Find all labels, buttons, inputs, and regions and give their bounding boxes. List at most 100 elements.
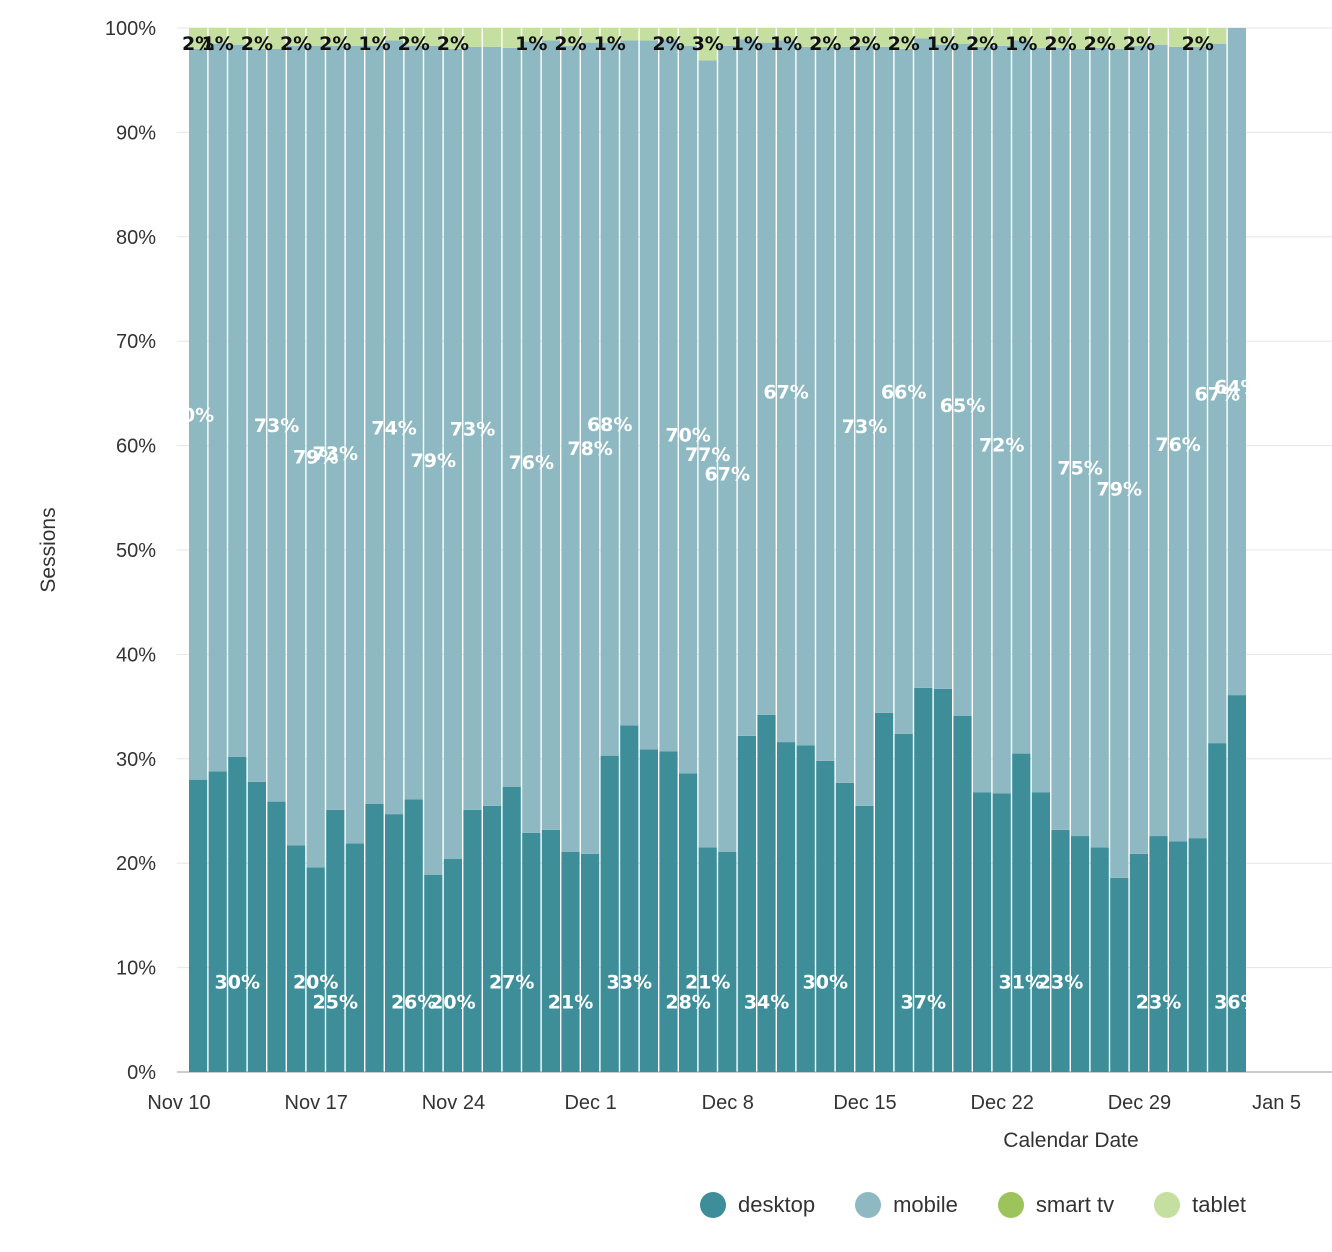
tablet-bar [679, 28, 698, 46]
tablet-bar [522, 28, 541, 42]
tablet-bar [1031, 28, 1050, 48]
desktop-bar [992, 793, 1011, 1072]
y-tick-label: 0% [127, 1062, 156, 1084]
mobile-data-label: 65% [940, 395, 985, 417]
desktop-data-label: 37% [901, 991, 946, 1013]
desktop-bar [189, 779, 208, 1072]
y-tick-label: 50% [116, 540, 156, 562]
tablet-data-label: 1% [1005, 33, 1037, 55]
y-axis-title: Sessions [37, 507, 60, 592]
y-tick-label: 20% [116, 853, 156, 875]
desktop-bar [679, 773, 698, 1072]
mobile-bar [1051, 47, 1070, 830]
tablet-bar [404, 28, 423, 46]
tablet-bar [1149, 28, 1168, 45]
tablet-data-label: 2% [554, 33, 586, 55]
mobile-bar [287, 45, 306, 846]
legend-item-smart-tv[interactable]: smart tv [997, 1192, 1114, 1218]
tablet-data-label: 1% [770, 33, 802, 55]
mobile-bar [894, 48, 913, 734]
tablet-data-label: 2% [398, 33, 430, 55]
mobile-data-label: 68% [587, 414, 632, 436]
desktop-bar [1051, 829, 1070, 1072]
desktop-bar [933, 688, 952, 1072]
tablet-data-label: 2% [652, 33, 684, 55]
x-tick-label: Jan 5 [1252, 1092, 1301, 1114]
tablet-data-label: 1% [594, 33, 626, 55]
x-tick-label: Dec 15 [833, 1092, 896, 1114]
x-tick-label: Nov 24 [422, 1092, 485, 1114]
tablet-bar [1012, 28, 1031, 41]
mobile-bar [992, 45, 1011, 794]
mobile-bar [914, 38, 933, 688]
tablet-bar [1110, 28, 1129, 49]
mobile-bar [737, 39, 756, 736]
mobile-bar [659, 39, 678, 752]
tablet-bar [639, 28, 658, 41]
desktop-bar [796, 745, 815, 1072]
desktop-data-label: 27% [489, 971, 534, 993]
mobile-bar [424, 45, 443, 875]
desktop-data-label: 23% [1038, 971, 1083, 993]
tablet-bar [561, 28, 580, 46]
mobile-data-label: 72% [979, 435, 1024, 457]
desktop-bar [894, 733, 913, 1072]
x-tick-label: Nov 17 [285, 1092, 348, 1114]
mobile-bar [326, 45, 345, 810]
mobile-bar [267, 48, 286, 802]
tablet-data-label: 2% [1182, 33, 1214, 55]
mobile-data-label: 70% [665, 425, 710, 447]
tablet-bar [698, 28, 717, 61]
mobile-data-label: 73% [313, 443, 358, 465]
desktop-bar [835, 782, 854, 1072]
data-labels: 30% 20%25% 26%20%27%21%33%28%21%34%30%37%3… [182, 33, 1260, 1013]
tablet-bar [1090, 28, 1109, 48]
legend-item-mobile[interactable]: mobile [855, 1192, 958, 1218]
desktop-data-label: 34% [744, 991, 789, 1013]
y-tick-label: 60% [116, 436, 156, 458]
desktop-bar [345, 843, 364, 1072]
desktop-data-label: 30% [803, 971, 848, 993]
mobile-bar [835, 46, 854, 783]
desktop-bar [1071, 836, 1090, 1072]
mobile-bar [463, 46, 482, 810]
mobile-bar [1090, 47, 1109, 848]
desktop-bar [561, 851, 580, 1072]
mobile-bar [1129, 45, 1148, 854]
desktop-bar [463, 809, 482, 1072]
tablet-bar [894, 28, 913, 49]
mobile-bar [816, 46, 835, 761]
tablet-bar [287, 28, 306, 46]
desktop-bar [620, 725, 639, 1072]
desktop-bar [973, 792, 992, 1072]
legend-item-desktop[interactable]: desktop [700, 1192, 815, 1218]
mobile-bar [1031, 47, 1050, 793]
tablet-bar [541, 28, 560, 41]
tablet-bar [953, 28, 972, 44]
x-tick-label: Dec 29 [1108, 1092, 1171, 1114]
desktop-bar [287, 845, 306, 1072]
desktop-bar [1090, 847, 1109, 1072]
desktop-bar [208, 771, 227, 1072]
mobile-bar [345, 45, 364, 844]
legend-item-tablet[interactable]: tablet [1154, 1192, 1246, 1218]
desktop-bar [228, 756, 247, 1072]
tablet-bar [1169, 28, 1188, 47]
tablet-bar [247, 28, 266, 49]
desktop-bar [581, 853, 600, 1072]
legend-label: tablet [1192, 1192, 1246, 1217]
tablet-bar [228, 28, 247, 45]
desktop-bar [483, 805, 502, 1072]
mobile-bar [600, 42, 619, 756]
tablet-data-label: 2% [319, 33, 351, 55]
mobile-bar [639, 40, 658, 750]
tablet-bar [914, 28, 933, 39]
x-tick-label: Dec 1 [564, 1092, 616, 1114]
tablet-bar [502, 28, 521, 48]
tablet-bar [463, 28, 482, 47]
tablet-data-label: 1% [927, 33, 959, 55]
desktop-bar [1227, 695, 1246, 1072]
mobile-bar [522, 41, 541, 833]
legend-swatch [997, 1192, 1024, 1218]
mobile-data-label: 73% [450, 418, 495, 440]
